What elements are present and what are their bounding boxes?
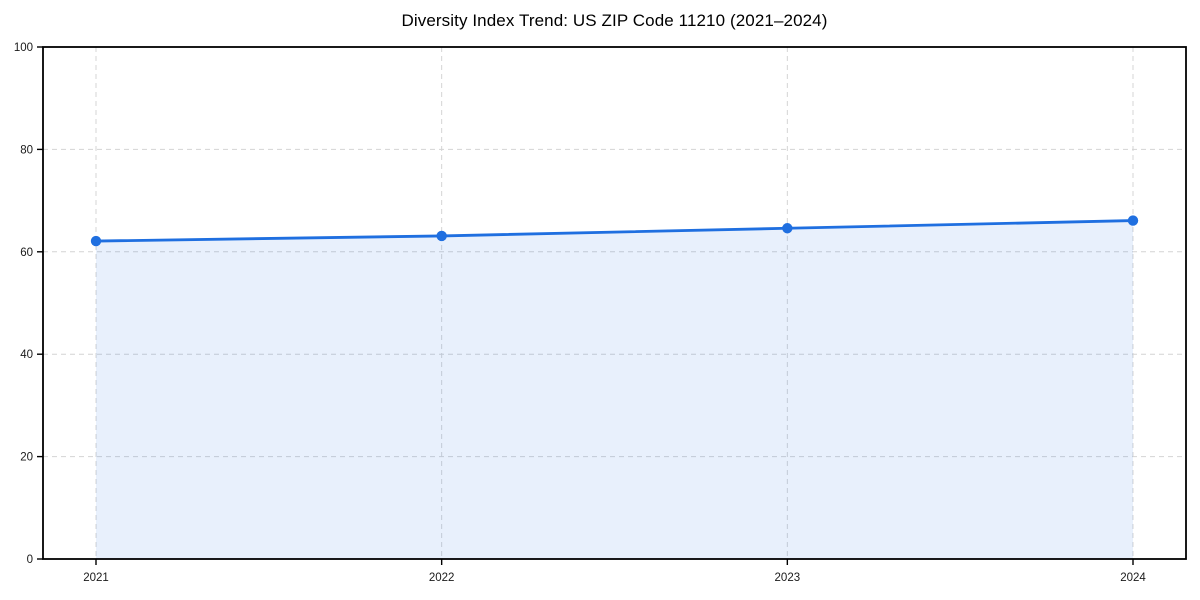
x-tick-label: 2024 [1120, 572, 1146, 584]
y-tick-label: 0 [27, 554, 33, 566]
x-tick-label: 2022 [429, 572, 455, 584]
y-tick-label: 40 [20, 349, 33, 361]
x-tick-label: 2023 [775, 572, 801, 584]
plot-frame [42, 46, 1187, 560]
data-point-2021 [90, 235, 102, 247]
data-point-2024 [1127, 215, 1139, 226]
trend-line [94, 219, 1135, 243]
area-fill [96, 220, 1133, 559]
data-point-2023 [782, 223, 793, 234]
y-tick-label: 20 [20, 452, 33, 464]
y-tick-label: 80 [20, 144, 33, 156]
y-tick-label: 100 [14, 42, 33, 54]
y-tick-label: 60 [20, 247, 33, 259]
data-point-2022 [436, 230, 447, 242]
x-tick-label: 2021 [83, 572, 109, 584]
chart-title: Diversity Index Trend: US ZIP Code 11210… [401, 11, 828, 30]
